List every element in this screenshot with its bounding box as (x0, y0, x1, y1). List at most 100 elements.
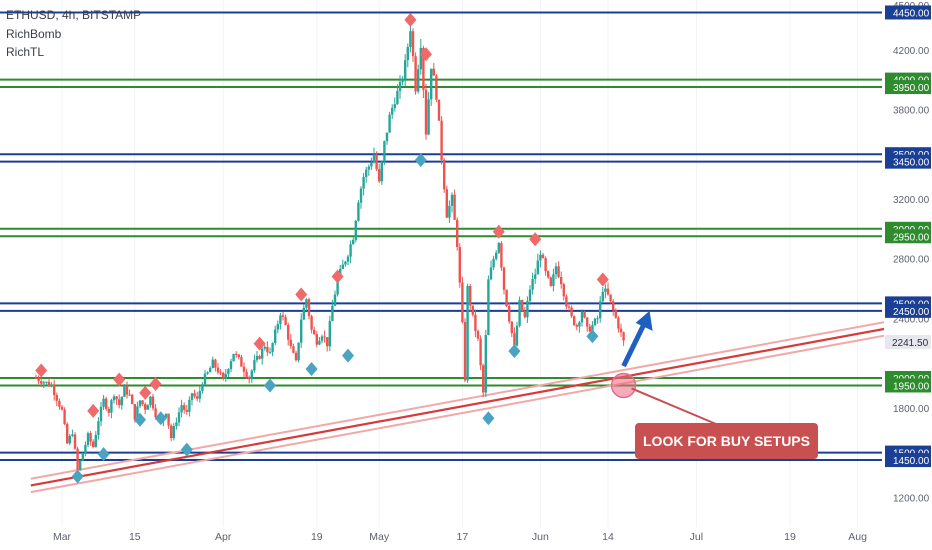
level-price-tag (885, 378, 931, 393)
level-price-tag (885, 80, 931, 95)
candle-body (401, 78, 404, 83)
candle-body (107, 408, 110, 413)
price-tick-label: 1200.00 (893, 493, 930, 504)
candle-body (362, 176, 365, 189)
candle-body (518, 300, 521, 326)
candle-body (476, 330, 480, 339)
buy-signal-marker (264, 378, 276, 393)
level-price-tag (885, 5, 931, 20)
candle-body (45, 381, 48, 383)
candle-body (622, 332, 625, 341)
candle-body (393, 104, 396, 108)
time-axis[interactable]: Mar 15 Apr 19 May 17 Jun 14 Jul 19 Aug (0, 527, 932, 550)
time-tick-label: 19 (311, 531, 323, 543)
price-tick-label: 3800.00 (893, 105, 930, 116)
candle-body (461, 282, 464, 323)
candle-body (560, 277, 563, 285)
candle-body (177, 412, 181, 423)
candle-body (539, 254, 542, 261)
candle-body (482, 365, 485, 393)
price-tick-label: 2400.00 (893, 314, 930, 325)
candle-body (575, 325, 578, 327)
candle-body (149, 396, 152, 406)
candle-body (323, 336, 326, 338)
time-tick-label: Mar (53, 531, 72, 543)
trendline (30, 330, 910, 494)
candle-body (352, 239, 355, 245)
candle-body (437, 99, 441, 121)
candle-body (131, 394, 134, 405)
candle-body (55, 395, 58, 401)
candle-body (172, 426, 175, 439)
candle-body (417, 69, 420, 92)
candle-body (118, 399, 121, 406)
candle-body (378, 169, 381, 182)
candle-body (567, 306, 571, 308)
candle-body (617, 317, 620, 329)
candle-body (224, 374, 227, 379)
candle-body (489, 267, 493, 280)
candle-body (50, 385, 53, 387)
level-price-label: 4450.00 (893, 8, 930, 19)
candle-body (235, 353, 238, 355)
candle-body (294, 352, 298, 361)
symbol-title[interactable]: ETHUSD, 4h, BITSTAMP (6, 8, 142, 22)
candles (34, 23, 625, 474)
candle-body (84, 444, 87, 453)
candle-body (326, 337, 329, 347)
candle-body (445, 189, 448, 218)
buy-signal-marker (586, 329, 599, 344)
candle-body (73, 434, 77, 449)
candle-body (398, 82, 402, 91)
candle-body (34, 378, 38, 379)
candle-body (250, 370, 253, 380)
candle-body (297, 342, 300, 361)
candle-body (544, 258, 547, 272)
candle-body (450, 194, 454, 206)
candle-body (349, 244, 352, 257)
buy-signal-marker (180, 442, 193, 457)
indicator-richtl[interactable]: RichTL (6, 45, 45, 59)
candle-body (523, 310, 526, 318)
candle-body (612, 301, 615, 311)
candle-body (102, 398, 105, 407)
candle-body (263, 346, 266, 349)
price-axis[interactable]: 4500.004200.003800.003200.002800.002400.… (884, 0, 932, 550)
candle-body (40, 381, 43, 384)
candle-body (609, 294, 612, 302)
candle-body (487, 279, 490, 336)
candle-body (198, 391, 201, 399)
candle-body (463, 322, 467, 381)
candle-body (606, 288, 610, 295)
candle-body (505, 289, 508, 307)
time-tick-label: Jun (532, 531, 549, 543)
candle-body (151, 396, 155, 409)
sell-signal-marker (420, 47, 432, 62)
candle-body (97, 421, 100, 435)
indicator-richbomb[interactable]: RichBomb (6, 27, 62, 41)
candle-body (128, 394, 131, 396)
candle-body (123, 385, 126, 397)
candle-body (604, 288, 607, 292)
candle-body (391, 107, 394, 115)
candle-body (422, 47, 425, 90)
sell-signal-marker (149, 376, 162, 391)
signal-markers (35, 12, 609, 484)
time-tick-label: 17 (457, 531, 469, 543)
candle-body (196, 396, 199, 399)
annotations: LOOK FOR BUY SETUPS (610, 310, 818, 459)
candle-body (414, 56, 417, 92)
candle-body (112, 396, 116, 401)
candle-body (599, 301, 602, 319)
candle-body (565, 296, 568, 307)
candle-body (302, 307, 305, 320)
candle-body (534, 274, 537, 279)
sell-signal-marker (87, 403, 100, 418)
candle-body (458, 247, 461, 283)
candle-body (591, 325, 594, 332)
candle-body (583, 312, 586, 318)
candle-body (365, 169, 368, 177)
up-arrow-shaft (621, 317, 649, 368)
candle-body (305, 299, 308, 308)
